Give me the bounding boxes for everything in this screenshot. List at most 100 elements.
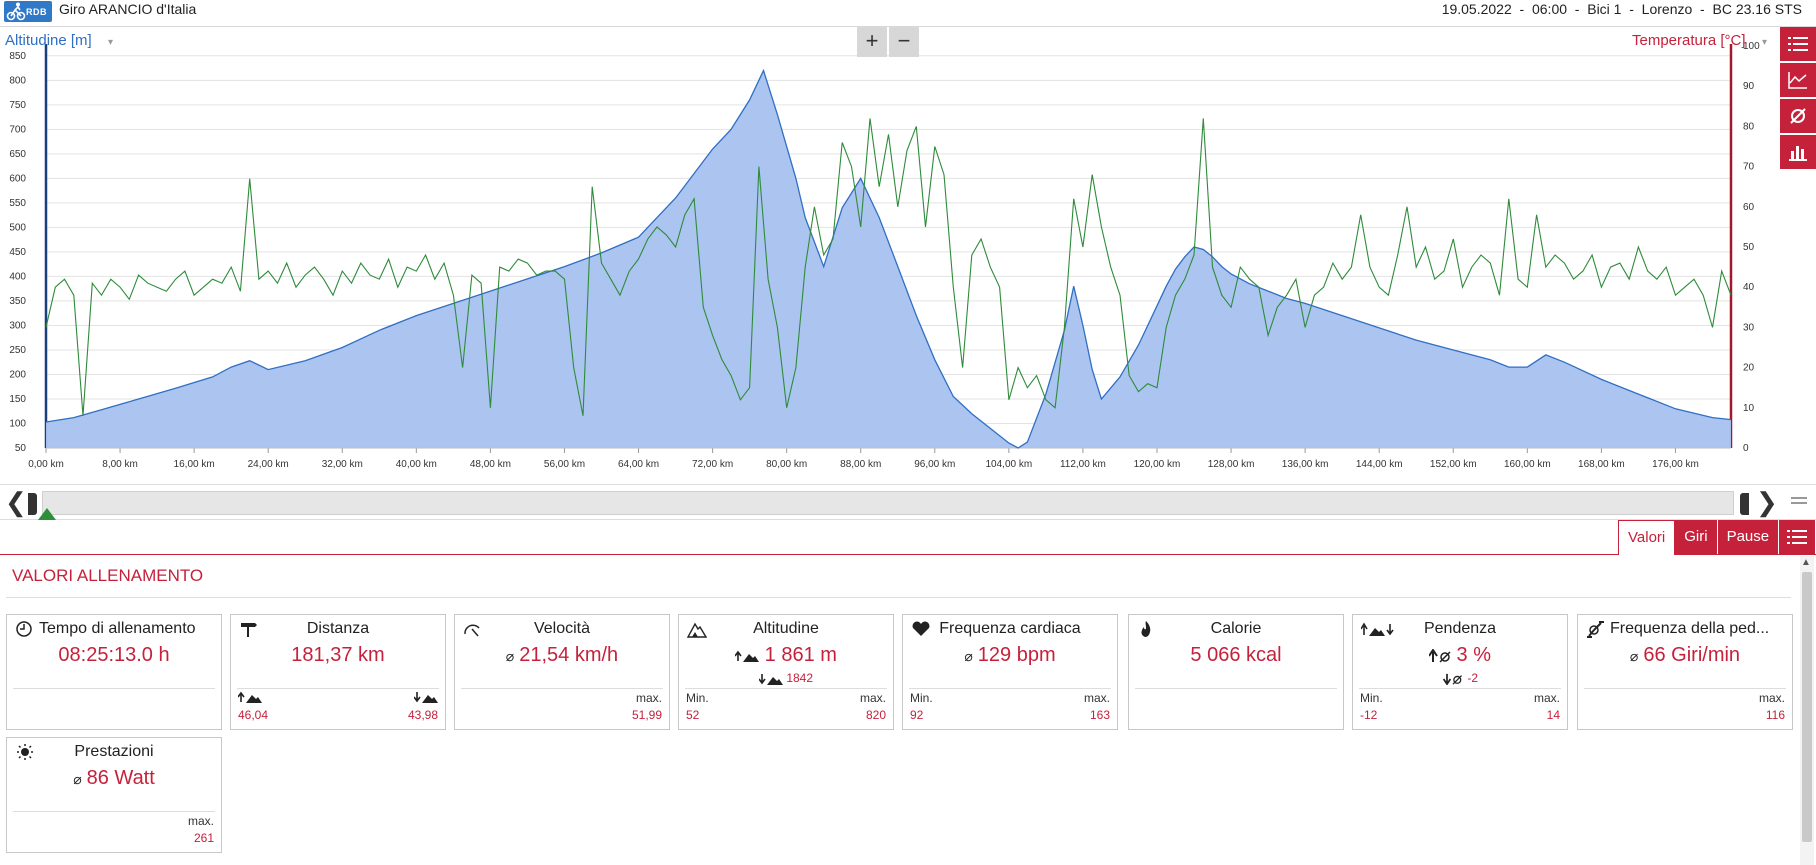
max-heart-rate: 163 <box>1089 708 1110 722</box>
temperature-line <box>45 118 1732 416</box>
tab-pause[interactable]: Pause <box>1717 520 1780 554</box>
max-altitude: 820 <box>865 708 886 722</box>
avg-heart-rate: 129 bpm <box>977 644 1056 666</box>
section-title: VALORI ALLENAMENTO <box>12 566 204 585</box>
card-value: 08:25:13.0 h <box>58 644 170 666</box>
chart-panel: 50 100 150 200 250 300 350 400 450 500 550 600 650 70… <box>0 27 1780 482</box>
left-tick-label: 450 <box>9 247 26 258</box>
card-title: Velocità <box>533 620 591 637</box>
x-tick-label: 8,00 km <box>102 459 138 470</box>
bar-chart-button[interactable] <box>1780 135 1816 169</box>
mountain-icon <box>687 622 707 638</box>
min-heart-rate: 92 <box>910 708 924 722</box>
range-track[interactable] <box>42 491 1734 515</box>
average-icon: ⌀ <box>964 648 973 664</box>
altitude-temperature-chart[interactable]: 5010015020025030035040045050055060065070… <box>0 27 1780 482</box>
right-tick-label: 30 <box>1743 322 1755 333</box>
list-icon <box>1787 530 1808 544</box>
card-value: 1 861 m <box>679 644 893 667</box>
card-power[interactable]: Prestazioni ⌀ 86 Watt max. 261 <box>6 737 222 853</box>
left-tick-label: 850 <box>9 51 26 62</box>
scroll-up-arrow[interactable]: ▲ <box>1801 557 1811 568</box>
max-label: max. <box>635 691 662 705</box>
card-speed[interactable]: Velocità ⌀ 21,54 km/h max. 51,99 <box>454 614 670 730</box>
min-gradient: -12 <box>1360 708 1378 722</box>
position-marker[interactable] <box>38 508 56 520</box>
range-end-handle[interactable] <box>1740 493 1749 515</box>
session-info: 19.05.2022 - 06:00 - Bici 1 - Lorenzo - … <box>1441 1 1802 17</box>
left-axis-selector[interactable]: Altitudine [m] <box>5 32 92 49</box>
tab-menu-button[interactable] <box>1779 520 1816 554</box>
left-axis-dropdown-icon[interactable]: ▾ <box>108 37 114 48</box>
scrollbar-thumb[interactable] <box>1802 572 1812 842</box>
x-tick-label: 96,00 km <box>914 459 955 470</box>
left-tick-label: 150 <box>9 394 26 405</box>
card-distance[interactable]: Distanza 181,37 km 46,04 43,98 <box>230 614 446 730</box>
right-tick-label: 50 <box>1743 242 1755 253</box>
min-label: Min. <box>910 691 933 705</box>
max-speed: 51,99 <box>631 708 662 722</box>
tab-giri[interactable]: Giri <box>1675 520 1718 554</box>
tab-bar: Valori Giri Pause <box>1618 520 1816 555</box>
card-divider <box>909 688 1111 689</box>
average-button[interactable] <box>1780 99 1816 133</box>
max-label: max. <box>187 814 214 828</box>
average-icon: ⌀ <box>505 648 515 664</box>
min-label: Min. <box>1360 691 1383 705</box>
left-tick-label: 200 <box>9 369 26 380</box>
x-tick-label: 160,00 km <box>1504 459 1551 470</box>
card-title: Frequenza cardiaca <box>939 620 1081 637</box>
x-tick-label: 176,00 km <box>1652 459 1699 470</box>
card-value: ⌀ 129 bpm <box>903 644 1117 667</box>
left-tick-label: 650 <box>9 149 26 160</box>
range-left-arrow[interactable]: ❮ <box>5 487 27 517</box>
pedal-icon <box>1587 621 1604 638</box>
altitude-line <box>45 68 1732 449</box>
card-title: Altitudine <box>753 620 819 637</box>
tab-valori[interactable]: Valori <box>1618 520 1676 555</box>
descent-icon <box>758 673 783 685</box>
bar-chart-icon <box>1789 146 1807 161</box>
card-sub: -2 <box>1353 671 1567 685</box>
zoom-in-button[interactable]: + <box>857 27 887 57</box>
card-value: 5 066 kcal <box>1190 644 1282 666</box>
app-logo[interactable]: RDB <box>4 1 52 22</box>
average-icon: ⌀ <box>73 771 82 787</box>
card-calories[interactable]: Calorie 5 066 kcal <box>1128 614 1344 730</box>
x-tick-label: 48,00 km <box>470 459 511 470</box>
card-heart-rate[interactable]: Frequenza cardiaca ⌀ 129 bpm Min. max. 92… <box>902 614 1118 730</box>
app-title: Giro ARANCIO d'Italia <box>59 1 197 17</box>
uphill-icon <box>237 691 262 706</box>
total-ascent: 1 861 m <box>764 644 837 666</box>
min-label: Min. <box>686 691 709 705</box>
card-altitude[interactable]: Altitudine 1 861 m 1842 Min. max. 52 820 <box>678 614 894 730</box>
card-divider <box>13 811 215 812</box>
left-tick-label: 350 <box>9 296 26 307</box>
right-tick-label: 70 <box>1743 162 1755 173</box>
right-axis-dropdown-icon[interactable]: ▾ <box>1762 37 1768 48</box>
x-tick-label: 56,00 km <box>544 459 585 470</box>
card-title: Calorie <box>1210 620 1262 637</box>
range-menu-icon[interactable] <box>1791 497 1807 507</box>
zoom-out-button[interactable]: − <box>889 27 919 57</box>
right-tick-label: 100 <box>1743 41 1760 52</box>
card-gradient[interactable]: Pendenza 3 % -2 Min. max. -12 14 <box>1352 614 1568 730</box>
line-chart-button[interactable] <box>1780 63 1816 97</box>
right-tick-label: 60 <box>1743 202 1755 213</box>
card-divider <box>1584 688 1786 689</box>
lightbulb-icon <box>17 744 33 760</box>
card-value: 181,37 km <box>291 644 385 666</box>
right-axis-selector[interactable]: Temperatura [°C] <box>1632 32 1746 49</box>
left-tick-label: 250 <box>9 345 26 356</box>
range-start-handle[interactable] <box>28 493 37 515</box>
range-right-arrow[interactable]: ❯ <box>1756 487 1778 517</box>
cyclist-icon <box>6 2 26 21</box>
menu-list-button[interactable] <box>1780 27 1816 61</box>
logo-text: RDB <box>26 7 47 17</box>
card-title: Distanza <box>306 620 370 637</box>
card-training-time[interactable]: Tempo di allenamento 08:25:13.0 h <box>6 614 222 730</box>
card-cadence[interactable]: Frequenza della ped... ⌀ 66 Giri/min max.… <box>1577 614 1793 730</box>
left-tick-label: 550 <box>9 198 26 209</box>
line-chart-icon <box>1788 72 1807 89</box>
right-tick-label: 80 <box>1743 121 1755 132</box>
